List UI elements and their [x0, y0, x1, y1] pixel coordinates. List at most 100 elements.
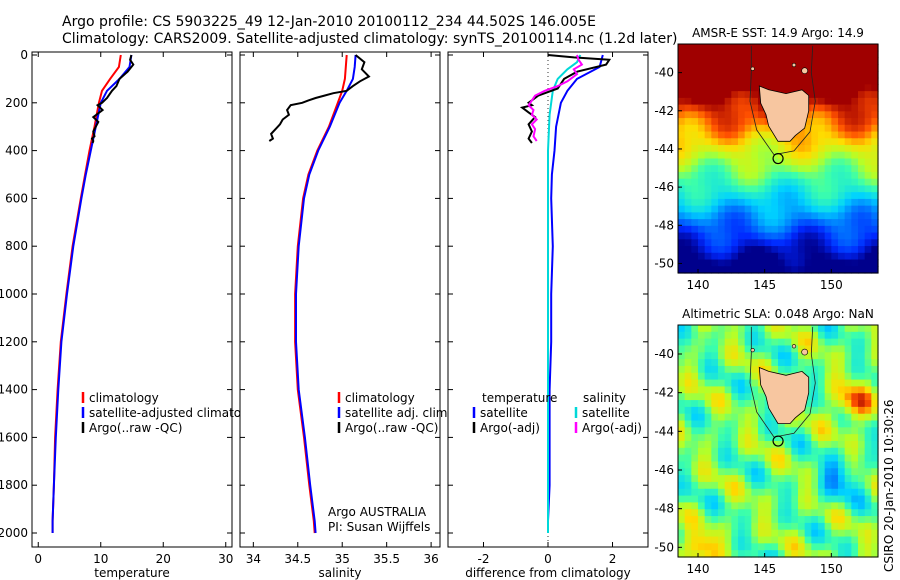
sla-map-cell [691, 495, 699, 504]
sst-map-cell [764, 198, 772, 207]
sla-map-cell [864, 372, 872, 381]
sla-map-cell [824, 461, 832, 469]
sla-map-cell [698, 495, 706, 504]
sst-map-cell [678, 219, 686, 227]
sla-map-cell [731, 331, 739, 340]
sla-map-cell [798, 461, 806, 469]
sst-map-cell [791, 232, 799, 240]
sla-map-cell [858, 325, 866, 333]
sla-map-cell [751, 406, 759, 415]
sst-map-cell [844, 70, 852, 79]
sla-map-cell [711, 372, 719, 381]
sla-map-cell [718, 359, 726, 367]
sla-map-cell [711, 400, 719, 408]
sla-map-cell [784, 447, 792, 456]
sla-map-cell [718, 393, 726, 401]
sst-map-cell [711, 111, 719, 119]
sst-map-cell [678, 151, 686, 160]
sla-map-cell [851, 345, 859, 353]
difference-series-line [527, 54, 584, 142]
sst-map-cell [791, 158, 799, 166]
sla-map-cell [711, 509, 719, 517]
sst-map-cell [744, 198, 752, 207]
sst-map-cell [691, 104, 699, 112]
sst-map-cell [718, 165, 726, 173]
sla-map-cell [818, 529, 826, 538]
sst-map-cell [704, 219, 712, 227]
sla-map-cell [738, 393, 746, 401]
sst-map-cell [684, 219, 692, 227]
sst-map-cell [704, 44, 712, 52]
sst-map-cell [718, 219, 726, 227]
sst-map-cell [704, 131, 712, 139]
sla-map-ytick-label: -48 [654, 502, 674, 516]
sla-map-cell [758, 413, 766, 422]
sst-map-cell [691, 171, 699, 180]
sla-map-cell [844, 488, 852, 497]
sst-map-cell [811, 104, 819, 112]
sla-map-cell [818, 345, 826, 353]
sst-map-cell [824, 185, 832, 193]
sla-map-cell [858, 529, 866, 538]
sst-map-cell [691, 205, 699, 213]
sla-map-cell [838, 536, 846, 544]
sla-map-cell [738, 420, 746, 428]
sst-map-cell [718, 232, 726, 240]
sst-map-cell [764, 232, 772, 240]
sst-map-cell [731, 111, 739, 119]
sst-map-cell [744, 84, 752, 92]
sla-map-cell [744, 406, 752, 415]
sst-map-cell [691, 97, 699, 106]
salinity-xtick-label: 34.5 [284, 552, 311, 566]
sst-map-cell [718, 111, 726, 119]
sla-map-cell [758, 502, 766, 510]
sla-map-cell [864, 495, 872, 504]
sla-map-cell [698, 543, 706, 551]
difference-legend-temperature-label: Argo(-adj) [480, 421, 540, 435]
title-line-2: Climatology: CARS2009. Satellite-adjuste… [62, 31, 677, 47]
sst-map-cell [844, 145, 852, 153]
sla-map-cell [858, 379, 866, 388]
sst-map-cell [818, 266, 826, 274]
sla-map-cell [798, 516, 806, 524]
sst-map-cell [718, 131, 726, 139]
sla-map-cell [718, 550, 726, 558]
sla-map-cell [678, 365, 686, 374]
sla-map-cell [804, 338, 812, 347]
sla-map-cell [724, 393, 732, 401]
sla-map-cell [858, 536, 866, 544]
sst-map-cell [818, 118, 826, 126]
sla-map-cell [784, 359, 792, 367]
sst-map-cell [838, 252, 846, 261]
sst-map-cell [724, 70, 732, 79]
sla-map-cell [838, 468, 846, 476]
sla-map-cell [724, 352, 732, 360]
sst-map-cell [871, 239, 879, 247]
sst-map-cell [831, 70, 839, 79]
sst-map-cell [771, 57, 779, 65]
sla-map-cell [738, 509, 746, 517]
sla-map-cell [818, 468, 826, 476]
sla-map-cell [698, 550, 706, 558]
sst-map-cell [751, 252, 759, 261]
sla-map-ytick-label: -50 [654, 540, 674, 554]
sla-map-cell [691, 325, 699, 333]
sla-map-cell [871, 345, 879, 353]
sst-map-cell [831, 151, 839, 160]
sla-map-cell [851, 447, 859, 456]
sla-map-cell [791, 509, 799, 517]
sla-map-cell [691, 454, 699, 463]
sla-map-cell [744, 488, 752, 497]
sla-map-cell [804, 543, 812, 551]
sst-map-cell [791, 205, 799, 213]
sst-map-cell [698, 246, 706, 254]
sla-map-cell [751, 550, 759, 558]
sst-map-cell [858, 145, 866, 153]
sla-map-cell [864, 536, 872, 544]
sst-map-cell [698, 131, 706, 139]
sla-map-cell [758, 488, 766, 497]
sst-map-cell [838, 178, 846, 187]
sst-map-cell [764, 192, 772, 200]
sla-map-cell [744, 550, 752, 558]
